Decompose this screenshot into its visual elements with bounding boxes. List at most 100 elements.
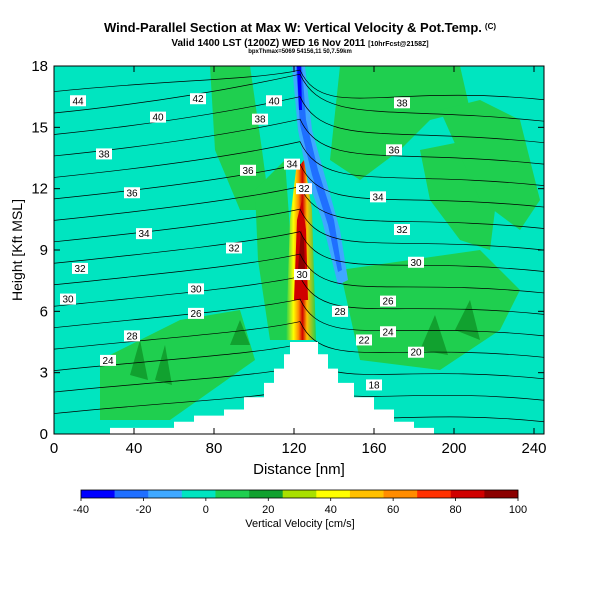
contour-label-text: 30 [62, 295, 74, 306]
theta-contour-line [54, 253, 544, 294]
contour-label-text: 32 [298, 184, 310, 195]
colorbar-swatch [148, 490, 183, 498]
contour-label: 26 [380, 295, 396, 308]
colorbar-tick-label: 0 [203, 504, 209, 516]
contour-label-text: 40 [152, 113, 164, 124]
contour-label-text: 26 [382, 297, 394, 308]
x-tick-label: 240 [521, 440, 546, 457]
contour-label: 26 [188, 307, 204, 320]
contour-label-bg [226, 242, 242, 254]
contour-label-bg [100, 354, 116, 366]
contour-label-text: 30 [190, 284, 202, 295]
contour-label-text: 32 [396, 225, 408, 236]
theta-contour-line [54, 141, 544, 186]
terrain [54, 342, 544, 434]
colorbar-frame [80, 489, 519, 499]
contour-label-text: 34 [372, 192, 384, 203]
colorbar-tick-label: -40 [73, 504, 89, 516]
colorbar-swatch [181, 490, 216, 498]
contour-label-text: 32 [74, 264, 86, 275]
contour-label-bg [380, 295, 396, 307]
colorbar-swatch [282, 490, 317, 498]
colorbar-tick-label: 60 [387, 504, 399, 516]
colorbar-tick-label: 40 [325, 504, 337, 516]
contour-label-bg [240, 164, 256, 176]
contour-label-bg [96, 148, 112, 160]
contour-label: 40 [150, 111, 166, 124]
x-axis-label: Distance [nm] [253, 461, 345, 478]
chart-subtitle: Valid 1400 LST (1200Z) WED 16 Nov 2011 [… [0, 38, 600, 49]
contour-label: 38 [252, 113, 268, 126]
x-tick-label: 160 [361, 440, 386, 457]
contour-label-bg [380, 326, 396, 338]
colorbar-swatch [249, 490, 283, 498]
contour-label-text: 20 [410, 348, 422, 359]
contour-label-bg [124, 187, 140, 199]
colorbar-swatch [383, 490, 418, 498]
contour-label: 30 [408, 256, 424, 269]
contour-label: 34 [370, 191, 386, 203]
updraft-region [100, 310, 255, 420]
x-tick-label: 40 [126, 440, 143, 457]
subtitle-extra: [10hrFcst@2158Z] [368, 41, 429, 48]
contour-label-text: 36 [242, 166, 254, 177]
colorbar-swatch [484, 490, 519, 498]
updraft-region [155, 345, 172, 385]
colorbar-swatch [215, 490, 250, 498]
contour-label: 44 [70, 95, 86, 107]
y-tick-label: 0 [40, 426, 48, 443]
contour-label-text: 38 [98, 149, 110, 160]
y-tick-label: 15 [31, 119, 48, 136]
contour-label-text: 28 [126, 331, 138, 342]
updraft-region [455, 300, 480, 340]
contour-label: 30 [188, 283, 204, 295]
contour-label-bg [136, 228, 152, 240]
contour-label-text: 30 [410, 258, 422, 269]
y-tick-label: 9 [40, 242, 48, 259]
contour-label-bg [60, 293, 76, 305]
contour-label-text: 28 [334, 307, 346, 318]
y-tick-label: 6 [40, 303, 48, 320]
contour-label-bg [266, 95, 282, 107]
contour-label: 34 [284, 158, 300, 171]
y-tick-label: 3 [40, 365, 48, 382]
contour-label-bg [150, 111, 166, 123]
chart-title-text: Wind-Parallel Section at Max W: Vertical… [103, 20, 482, 35]
theta-contour-line [54, 118, 544, 165]
contour-label: 36 [386, 144, 402, 156]
theta-contour-line [54, 321, 544, 358]
contour-label: 32 [296, 183, 312, 195]
updraft-region [230, 320, 250, 345]
updraft-region [255, 160, 290, 340]
contour-label: 30 [294, 269, 310, 281]
contour-label: 32 [226, 242, 242, 254]
title-mark: (C) [484, 22, 497, 31]
contour-label: 24 [100, 354, 116, 367]
theta-contour-line [54, 69, 544, 101]
contour-label-bg [294, 269, 310, 281]
contour-label-bg [408, 346, 424, 358]
contour-label: 28 [124, 330, 140, 342]
contour-label: 40 [266, 95, 282, 107]
contour-label-bg [72, 262, 88, 274]
updraft-region [440, 100, 540, 230]
contour-label-bg [370, 191, 386, 203]
x-tick-label: 0 [50, 440, 58, 457]
contour-label: 32 [394, 224, 410, 236]
contour-label-bg [366, 379, 382, 391]
x-tick-label: 80 [206, 440, 223, 457]
theta-contour-line [54, 163, 544, 208]
updraft-region [420, 315, 448, 355]
contour-label-text: 22 [358, 335, 370, 346]
contour-label: 36 [124, 187, 140, 199]
downdraft-band [296, 66, 342, 272]
contour-label: 36 [240, 164, 256, 177]
contour-label-bg [394, 224, 410, 236]
contour-label-text: 36 [126, 188, 138, 199]
contour-label-bg [252, 113, 268, 125]
chart-subtitle-2: bpxThmax=5069 54156,11 50,7.59km [248, 49, 352, 55]
colorbar-tick-label: -20 [135, 504, 151, 516]
contour-label-text: 44 [72, 96, 84, 107]
theta-contour-line [54, 208, 544, 251]
